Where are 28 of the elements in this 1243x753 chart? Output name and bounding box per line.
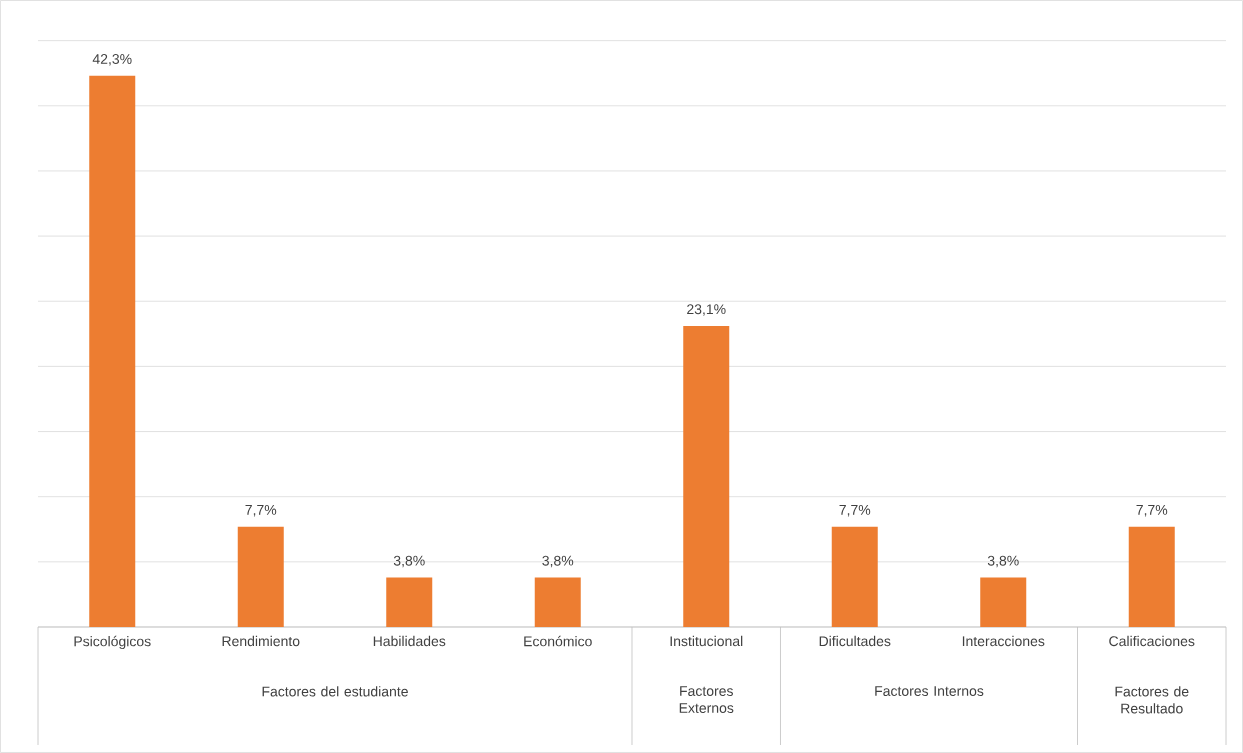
x-tick-label: Interacciones [962, 635, 1045, 647]
bar [980, 577, 1027, 627]
data-label: 3,8% [542, 555, 574, 568]
data-label: 3,8% [987, 555, 1019, 568]
x-tick-label: Habilidades [373, 635, 446, 647]
bar [683, 326, 730, 627]
x-tick-label: Dificultades [819, 635, 891, 647]
x-tick-label: Calificaciones [1109, 635, 1195, 647]
x-tick-label: Rendimiento [222, 635, 300, 647]
bar [237, 526, 284, 627]
bar [534, 577, 581, 627]
bar [831, 526, 878, 627]
text: Factores del estudiante [262, 686, 408, 697]
data-label: 7,7% [839, 504, 871, 517]
data-label: 23,1% [687, 304, 726, 316]
bar [89, 75, 136, 627]
data-label: 42,3% [92, 54, 132, 66]
x-tick-label: Psicológicos [74, 635, 151, 650]
bar [386, 577, 433, 627]
x-tick-label: Económico [524, 635, 592, 647]
x-tick-label: Institucional [670, 635, 743, 647]
text: Factores Internos [875, 686, 984, 696]
data-label: 7,7% [245, 504, 277, 517]
text: Factores de Resultado [1115, 686, 1189, 714]
data-label: 3,8% [393, 555, 425, 568]
data-label: 7,7% [1136, 504, 1168, 517]
bar [1128, 526, 1175, 627]
text: Factores Externos [679, 686, 734, 713]
